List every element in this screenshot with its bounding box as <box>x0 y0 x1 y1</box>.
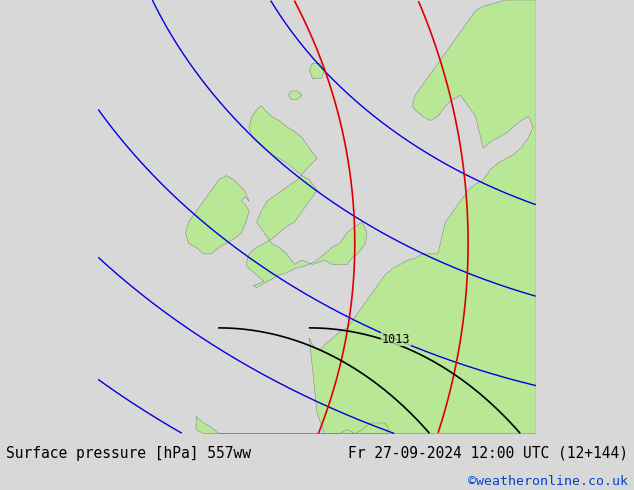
Polygon shape <box>246 106 367 288</box>
Text: Surface pressure [hPa] 557ww: Surface pressure [hPa] 557ww <box>6 446 251 461</box>
Text: ©weatheronline.co.uk: ©weatheronline.co.uk <box>468 475 628 488</box>
Polygon shape <box>309 64 325 78</box>
Polygon shape <box>309 0 536 434</box>
Text: Fr 27-09-2024 12:00 UTC (12+144): Fr 27-09-2024 12:00 UTC (12+144) <box>347 446 628 461</box>
Polygon shape <box>288 91 302 99</box>
Polygon shape <box>186 175 249 254</box>
Text: 1013: 1013 <box>382 333 410 345</box>
Polygon shape <box>196 416 388 434</box>
